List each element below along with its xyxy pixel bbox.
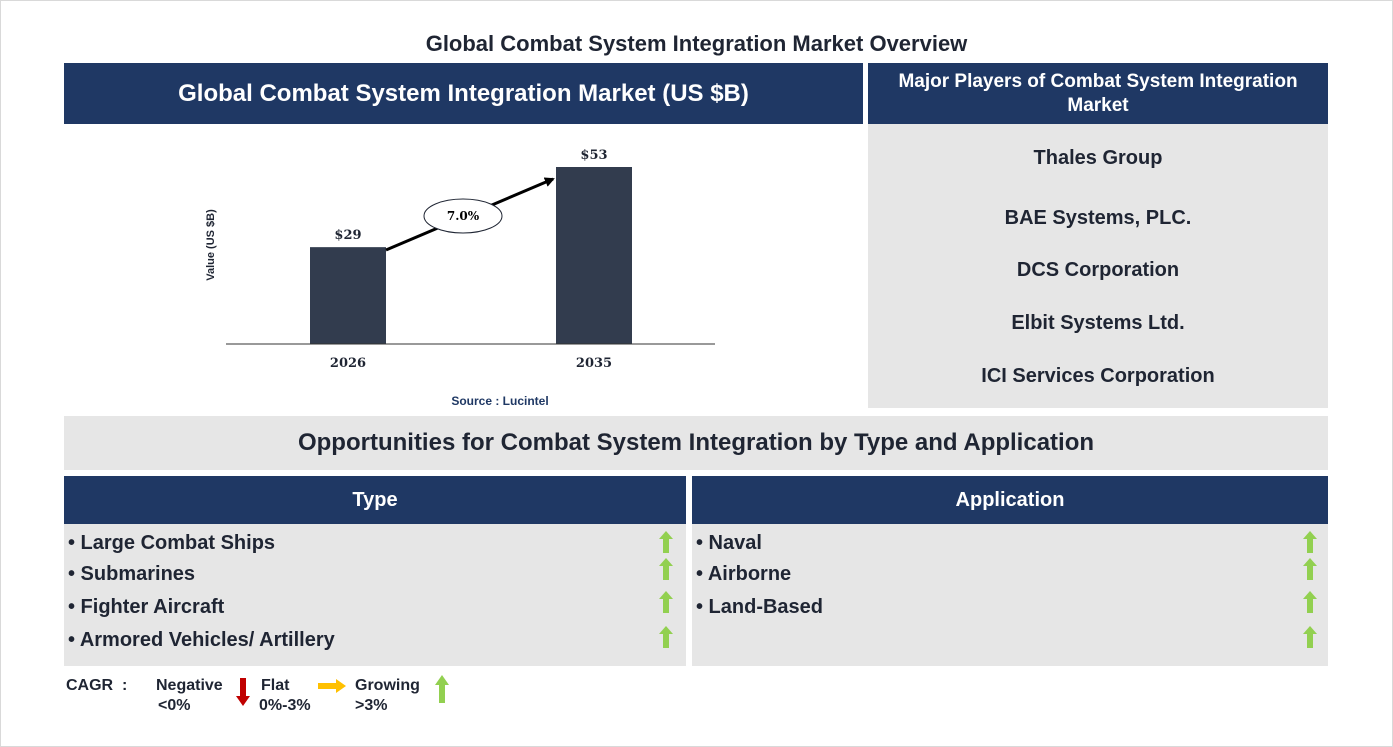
application-header: Application [692, 476, 1328, 524]
up-arrow-icon [435, 675, 449, 703]
x-tick-label: 2026 [330, 356, 366, 371]
bars-layer: $29 2026 $53 2035 [310, 148, 632, 371]
chart-source: Source : Lucintel [451, 394, 548, 408]
chart-header: Global Combat System Integration Market … [64, 63, 863, 124]
type-item: • Submarines [68, 563, 196, 585]
player-item: Thales Group [1033, 147, 1163, 169]
x-tick-label: 2035 [576, 356, 612, 371]
legend-colon: : [122, 677, 128, 694]
application-panel: • Naval • Airborne • Land-Based [692, 524, 1328, 666]
type-panel: • Large Combat Ships • Submarines • Figh… [64, 524, 686, 666]
type-item: • Large Combat Ships [68, 532, 276, 554]
y-axis-label: Value (US $B) [205, 209, 217, 281]
application-item: • Land-Based [696, 596, 824, 618]
type-item: • Armored Vehicles/ Artillery [68, 629, 335, 651]
up-arrow-icon [1303, 531, 1317, 553]
player-item: DCS Corporation [1016, 259, 1180, 281]
type-item: • Fighter Aircraft [68, 596, 225, 618]
bar-chart: Value (US $B) $29 2026 $53 2035 7.0% Source… [205, 148, 715, 408]
legend-flat-range: 0%-3% [259, 697, 311, 714]
up-arrow-icon [659, 626, 673, 648]
legend-growing-range: >3% [355, 697, 388, 714]
players-panel: Thales Group BAE Systems, PLC. DCS Corpo… [868, 124, 1328, 408]
type-header: Type [64, 476, 686, 524]
up-arrow-icon [659, 531, 673, 553]
up-arrow-icon [659, 591, 673, 613]
cagr-ellipse [423, 198, 503, 234]
players-header: Major Players of Combat System Integrati… [868, 63, 1328, 124]
application-item: • Airborne [696, 563, 792, 585]
down-arrow-icon [236, 678, 250, 706]
legend-cagr-label: CAGR [66, 677, 114, 694]
legend-negative-label: Negative [156, 677, 223, 694]
player-item: ICI Services Corporation [981, 365, 1215, 387]
cagr-label: 7.0% [447, 209, 480, 223]
legend-negative-range: <0% [158, 697, 191, 714]
right-arrow-icon [318, 679, 346, 693]
player-item: BAE Systems, PLC. [1004, 207, 1192, 229]
up-arrow-icon [1303, 626, 1317, 648]
up-arrow-icon [1303, 591, 1317, 613]
bar-2026 [310, 247, 386, 344]
legend-flat-label: Flat [261, 677, 290, 694]
bar-value-label: $29 [334, 228, 361, 243]
bar-value-label: $53 [580, 148, 607, 163]
page-title: Global Combat System Integration Market … [425, 31, 968, 56]
player-item: Elbit Systems Ltd. [1011, 312, 1185, 334]
up-arrow-icon [1303, 558, 1317, 580]
opportunities-header: Opportunities for Combat System Integrat… [64, 416, 1328, 470]
chart-area: Value (US $B) $29 2026 $53 2035 7.0% Source… [64, 124, 863, 414]
application-item: • Naval [696, 532, 762, 554]
bar-2035 [556, 167, 632, 344]
legend-growing-label: Growing [355, 677, 420, 694]
up-arrow-icon [659, 558, 673, 580]
